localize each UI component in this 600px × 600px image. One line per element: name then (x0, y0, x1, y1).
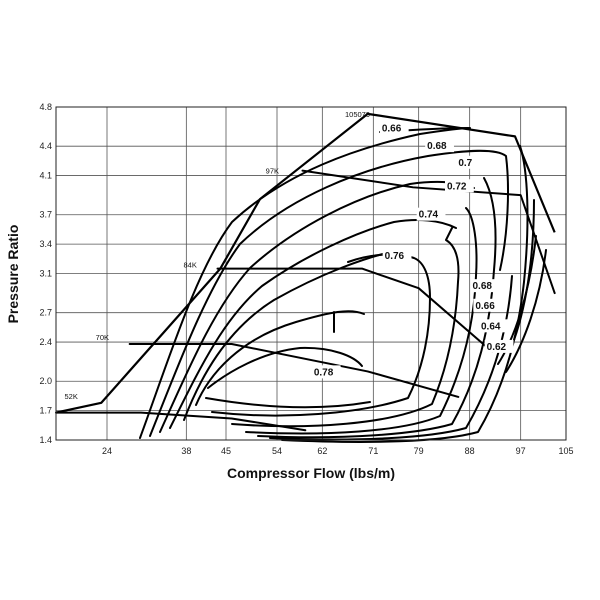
x-tick-label: 62 (317, 446, 327, 456)
efficiency-label: 0.76 (385, 251, 405, 262)
y-tick-label: 2.4 (39, 337, 52, 347)
x-tick-label: 54 (272, 446, 282, 456)
x-tick-label: 79 (414, 446, 424, 456)
efficiency-label: 0.7 (458, 158, 472, 169)
grid (56, 106, 567, 441)
efficiency-label-bg (311, 365, 341, 379)
x-tick-label: 88 (465, 446, 475, 456)
speed-line (128, 343, 460, 398)
efficiency-label-bg (416, 207, 446, 221)
efficiency-contour (497, 235, 547, 373)
x-axis-label: Compressor Flow (lbs/m) (227, 465, 395, 481)
efficiency-contour (183, 227, 460, 428)
efficiency-label-bg (382, 248, 412, 262)
efficiency-label-bg (425, 139, 454, 153)
x-tick-label: 38 (181, 446, 191, 456)
efficiency-label: 0.64 (481, 321, 501, 332)
efficiency-contour (205, 346, 371, 409)
map-curves (55, 112, 556, 443)
y-tick-label: 1.7 (39, 406, 52, 416)
x-tick-label: 105 (558, 446, 573, 456)
plot-frame (55, 106, 567, 441)
efficiency-label-bg (445, 179, 474, 193)
y-tick-label: 4.4 (39, 141, 52, 151)
efficiency-contour (195, 253, 431, 417)
efficiency-label-bg (456, 155, 479, 169)
efficiency-label-bg (470, 279, 500, 293)
y-tick-label: 4.1 (39, 171, 52, 181)
efficiency-label-bg (479, 319, 508, 333)
x-tick-label: 97 (516, 446, 526, 456)
efficiency-label: 0.62 (487, 342, 507, 353)
y-tick-label: 2.7 (39, 308, 52, 318)
y-tick-label: 4.8 (39, 102, 52, 112)
efficiency-label: 0.68 (473, 281, 493, 292)
speed-line-label: 84K (184, 261, 197, 270)
x-tick-label: 71 (368, 446, 378, 456)
speed-line-label: 70K (96, 333, 109, 342)
speed-line-label: 105079 (345, 110, 370, 119)
x-tick-label: 24 (102, 446, 112, 456)
efficiency-contour (159, 177, 497, 439)
y-tick-label: 1.4 (39, 435, 52, 445)
efficiency-label: 0.66 (382, 123, 402, 134)
y-tick-label: 3.1 (39, 269, 52, 279)
efficiency-label: 0.68 (427, 141, 447, 152)
efficiency-label-bg (473, 298, 503, 312)
efficiency-label-bg (484, 339, 514, 353)
efficiency-label: 0.66 (475, 301, 495, 312)
y-tick-label: 3.7 (39, 210, 52, 220)
efficiency-label: 0.78 (314, 367, 334, 378)
surge-line (55, 112, 556, 414)
efficiency-label: 0.72 (447, 181, 467, 192)
x-tick-label: 45 (221, 446, 231, 456)
y-tick-label: 3.4 (39, 239, 52, 249)
y-axis-label: Pressure Ratio (5, 225, 21, 324)
efficiency-contour (139, 127, 529, 443)
speed-line-label: 97K (266, 167, 279, 176)
efficiency-label: 0.74 (419, 210, 439, 221)
map-labels: 24 38 45 54 62 71 79 88 97 105 1.4 1.7 2.0 2.4 2.7 3.1 3… (39, 102, 573, 456)
speed-line-label: 52K (65, 392, 78, 401)
y-tick-label: 2.0 (39, 376, 52, 386)
efficiency-label-bg (379, 121, 409, 135)
speed-line (301, 169, 556, 295)
